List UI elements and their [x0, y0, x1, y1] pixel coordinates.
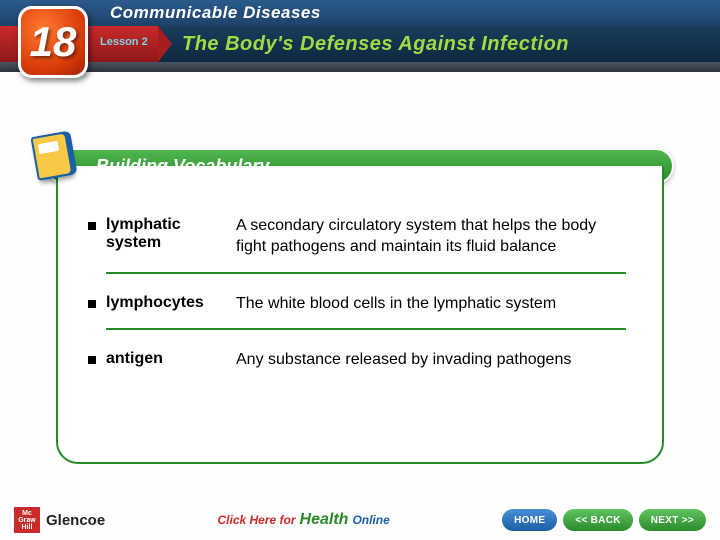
lesson-title: The Body's Defenses Against Infection	[182, 33, 569, 56]
header-divider	[0, 62, 720, 72]
topic-title: Communicable Diseases	[110, 3, 321, 23]
home-button[interactable]: HOME	[502, 509, 557, 531]
bullet-icon	[88, 356, 96, 364]
vocab-definition: Any substance released by invading patho…	[236, 350, 626, 371]
chapter-number: 18	[30, 18, 77, 66]
footer-left: Mc Graw Hill Glencoe	[14, 507, 105, 533]
vocab-row: antigen Any substance released by invadi…	[88, 330, 626, 385]
bullet-icon	[88, 300, 96, 308]
mcgraw-hill-logo-icon: Mc Graw Hill	[14, 507, 40, 533]
chapter-band: CHAPTER Communicable Diseases	[0, 0, 720, 26]
lesson-label: Lesson 2	[100, 36, 148, 48]
vocab-definition: A secondary circulatory system that help…	[236, 216, 626, 258]
vocab-term: antigen	[106, 350, 236, 368]
footer-nav: HOME << BACK NEXT >>	[502, 509, 706, 531]
footer: Mc Graw Hill Glencoe Click Here for Heal…	[0, 500, 720, 540]
bullet-icon	[88, 222, 96, 230]
lesson-right-panel: The Body's Defenses Against Infection	[158, 26, 720, 62]
vocab-row: lymphatic system A secondary circulatory…	[88, 204, 626, 272]
lesson-band: Lesson 2 The Body's Defenses Against Inf…	[0, 26, 720, 62]
footer-center-link[interactable]: Click Here for Health Online	[218, 511, 390, 529]
health-text: Health	[300, 511, 349, 529]
vocab-term: lymphatic system	[106, 216, 236, 252]
vocab-row: lymphocytes The white blood cells in the…	[88, 274, 626, 329]
vocab-definition: The white blood cells in the lymphatic s…	[236, 294, 626, 315]
header: CHAPTER Communicable Diseases Lesson 2 T…	[0, 0, 720, 95]
vocab-term: lymphocytes	[106, 294, 236, 312]
book-icon	[26, 130, 78, 182]
chapter-badge: 18	[18, 6, 88, 78]
next-button[interactable]: NEXT >>	[639, 509, 706, 531]
vocab-content: lymphatic system A secondary circulatory…	[56, 166, 664, 464]
click-here-text: Click Here for	[218, 513, 296, 527]
back-button[interactable]: << BACK	[563, 509, 632, 531]
online-text: Online	[352, 513, 389, 527]
publisher-name: Glencoe	[46, 512, 105, 529]
